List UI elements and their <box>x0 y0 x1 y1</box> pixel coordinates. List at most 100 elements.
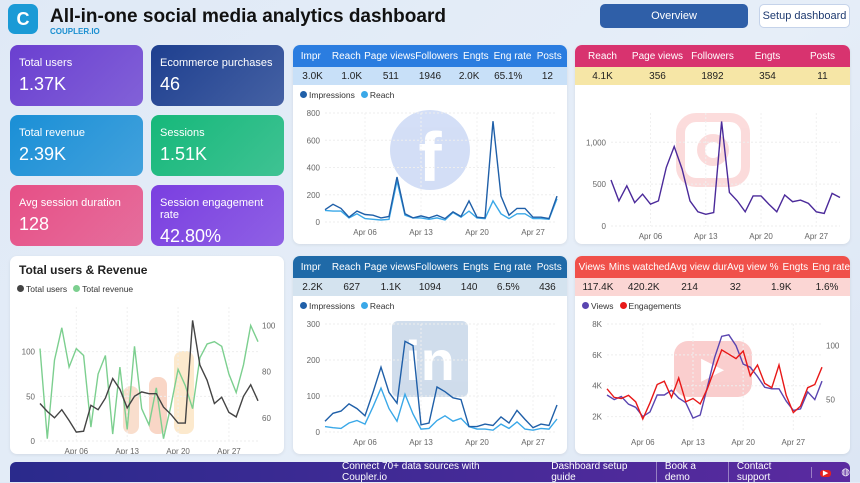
metrics-header: Reach Page views Followers Engts Posts <box>575 45 850 67</box>
metrics-header: Impr Reach Page views Followers Engts Eng rat… <box>293 45 567 67</box>
kpi-card: Avg session duration 128 <box>10 185 143 246</box>
metric-header[interactable]: Mins watched <box>608 261 670 273</box>
users-revenue-card: Total users & Revenue Total users Total r… <box>10 256 284 454</box>
legend-item: Impressions <box>300 90 355 100</box>
kpi-value: 46 <box>160 74 181 94</box>
metric-header[interactable]: Impr <box>300 261 321 273</box>
metrics-values: 2.2K 627 1.1K 1094 140 6.5% 436 <box>293 278 567 296</box>
y-tick-label: 200 <box>307 191 321 200</box>
metric-header[interactable]: Avg view % <box>726 261 779 273</box>
decorative-bar <box>149 377 167 434</box>
metric-header[interactable]: Posts <box>536 50 562 62</box>
metric-header[interactable]: Engts <box>463 50 489 62</box>
metric-header[interactable]: Reach <box>331 50 361 62</box>
metric-header[interactable]: Reach <box>588 50 617 62</box>
kpi-card: Session engagement rate 42.80% <box>151 185 284 246</box>
kpi-label: Ecommerce purchases <box>160 57 273 69</box>
metric-header[interactable]: Engts <box>463 261 489 273</box>
y-right-tick-label: 60 <box>262 414 271 423</box>
metrics-header: Views Mins watched Avg view dur Avg view % E… <box>575 256 850 278</box>
metric-header[interactable]: Eng rate <box>493 50 532 62</box>
facebook-panel: Impr Reach Page views Followers Engts Eng rat… <box>293 45 567 244</box>
overview-button[interactable]: Overview <box>600 4 748 28</box>
globe-icon[interactable]: ◍ <box>841 466 850 478</box>
y-right-tick-label: 100 <box>262 321 276 330</box>
book-demo-link[interactable]: Book a demo <box>655 461 728 483</box>
metric-value: 1.1K <box>380 281 402 293</box>
metric-value: 2.0K <box>458 70 480 82</box>
metric-header[interactable]: Posts <box>536 261 562 273</box>
metric-value: 65.1% <box>494 70 523 82</box>
metric-header[interactable]: Followers <box>415 261 459 273</box>
y-tick-label: 0 <box>602 222 607 231</box>
youtube-icon[interactable]: ▶ <box>810 466 839 478</box>
legend-users: Total users <box>17 284 67 294</box>
kpi-card: Total users 1.37K <box>10 45 143 106</box>
legend: Total users Total revenue <box>10 279 284 299</box>
metric-header[interactable]: Page views <box>364 50 416 62</box>
metrics-header: Impr Reach Page views Followers Engts Eng rat… <box>293 256 567 278</box>
engagements-line <box>606 348 823 421</box>
setup-guide-link[interactable]: Dashboard setup guide <box>551 461 628 483</box>
legend: Impressions Reach <box>293 296 567 316</box>
x-tick-label: Apr 20 <box>731 438 755 447</box>
x-tick-label: Apr 13 <box>115 447 139 454</box>
x-tick-label: Apr 13 <box>694 232 718 241</box>
y-right-tick-label: 50 <box>826 396 835 405</box>
metric-value: 1.6% <box>815 281 839 293</box>
metric-header[interactable]: Impr <box>300 50 321 62</box>
x-tick-label: Apr 27 <box>521 438 545 447</box>
metric-value: 436 <box>539 281 556 293</box>
kpi-card: Total revenue 2.39K <box>10 115 143 176</box>
metric-value: 1892 <box>701 70 724 82</box>
metric-header[interactable]: Eng rate <box>493 261 532 273</box>
y-tick-label: 600 <box>307 136 321 145</box>
impressions-line <box>324 340 558 429</box>
footer-cta[interactable]: Connect 70+ data sources with Coupler.io <box>342 461 480 483</box>
youtube-panel: Views Mins watched Avg view dur Avg view % E… <box>575 256 850 454</box>
y-tick-label: 0 <box>31 437 36 446</box>
y-tick-label: 100 <box>307 392 321 401</box>
reach-line <box>324 180 558 221</box>
y-tick-label: 800 <box>307 109 321 118</box>
contact-support-link[interactable]: Contact support <box>727 461 811 483</box>
x-tick-label: Apr 06 <box>639 232 663 241</box>
facebook-logo-icon: f <box>390 110 470 196</box>
metric-header[interactable]: Engts <box>782 261 809 273</box>
metric-header[interactable]: Posts <box>809 50 835 62</box>
youtube-chart: 2K 4K 6K 8K 50 100 Apr 06 Apr 13 Apr 20 Apr 27 <box>592 320 840 447</box>
y-tick-label: 6K <box>592 351 602 360</box>
metric-value: 1.0K <box>341 70 362 82</box>
x-tick-label: Apr 20 <box>465 228 489 237</box>
legend-item: Impressions <box>300 301 355 311</box>
setup-dashboard-button[interactable]: Setup dashboard <box>759 4 850 28</box>
metric-header[interactable]: Engts <box>754 50 781 62</box>
metric-header[interactable]: Reach <box>331 261 361 273</box>
x-tick-label: Apr 06 <box>353 438 377 447</box>
metric-value: 1094 <box>418 281 442 293</box>
metric-value: 12 <box>541 70 553 82</box>
y-tick-label: 4K <box>592 382 602 391</box>
metric-value: 11 <box>817 70 828 82</box>
metric-value: 3.0K <box>302 70 323 82</box>
metric-header[interactable]: Followers <box>691 50 734 62</box>
x-tick-label: Apr 20 <box>749 232 773 241</box>
x-tick-label: Apr 27 <box>217 447 241 454</box>
views-line <box>606 334 823 420</box>
kpi-value: 1.51K <box>160 144 208 164</box>
metric-header[interactable]: Followers <box>415 50 459 62</box>
reach-line <box>610 121 841 216</box>
metric-header[interactable]: Page views <box>631 50 684 62</box>
kpi-value: 1.37K <box>19 74 67 94</box>
y-right-tick-label: 100 <box>826 342 840 351</box>
metrics-values: 117.4K 420.2K 214 32 1.9K 1.6% <box>575 278 850 296</box>
metric-header[interactable]: Views <box>578 261 606 273</box>
kpi-label: Total revenue <box>19 127 86 139</box>
metric-header[interactable]: Avg view dur <box>669 261 727 273</box>
metric-header[interactable]: Eng rate <box>812 261 850 273</box>
kpi-label: Total users <box>19 57 73 69</box>
x-tick-label: Apr 27 <box>805 232 829 241</box>
kpi-value: 42.80% <box>160 226 222 246</box>
metric-header[interactable]: Page views <box>364 261 416 273</box>
y-tick-label: 500 <box>593 180 607 189</box>
